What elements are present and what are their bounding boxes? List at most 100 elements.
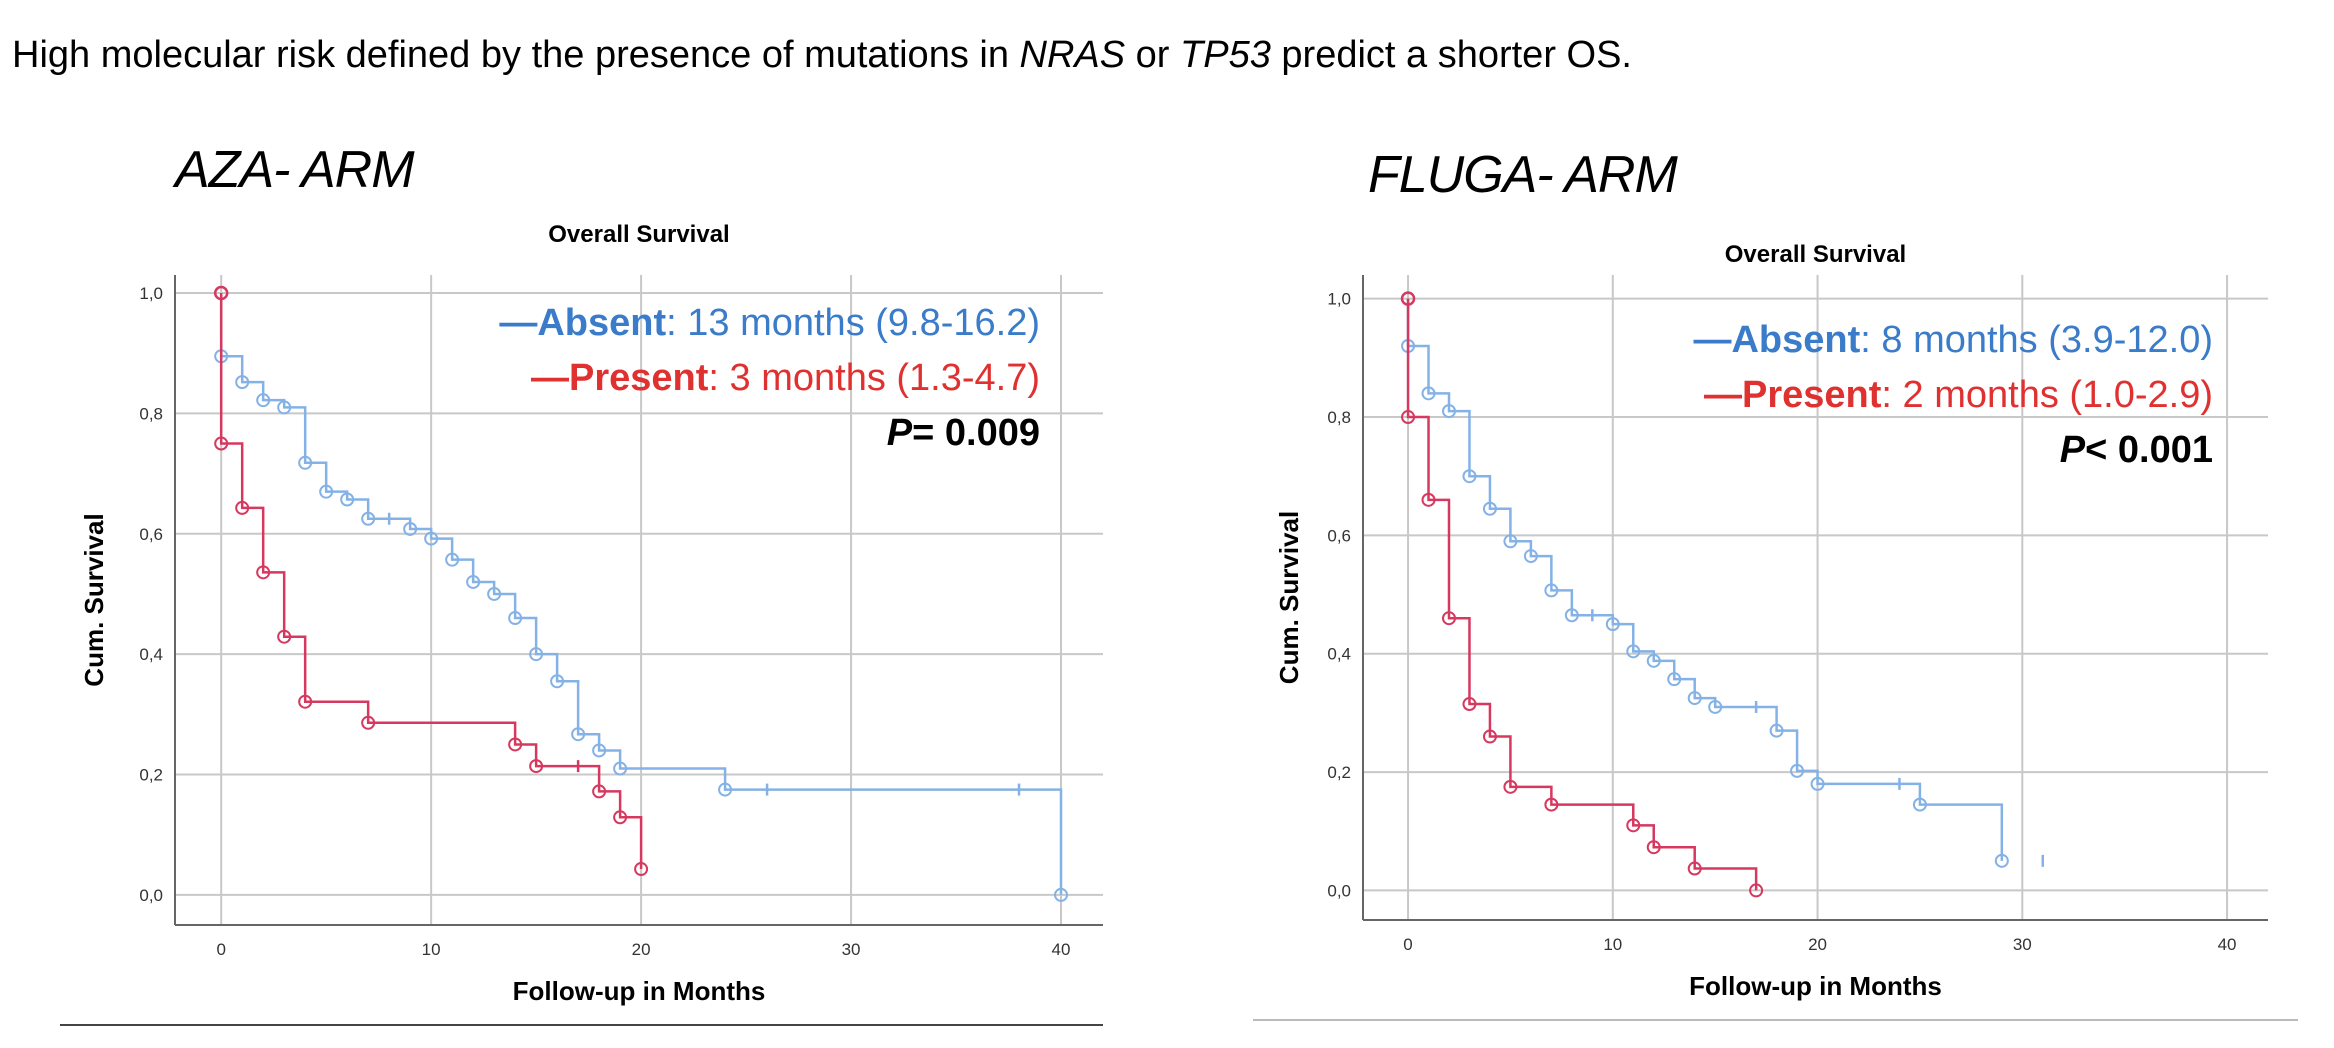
aza-xtick-label-3: 30 — [842, 940, 861, 959]
fluga-absent-event-point-5 — [1503, 534, 1518, 549]
fluga-absent-event-point-19 — [1994, 853, 2009, 868]
fluga-present-event-point-10 — [1749, 883, 1764, 898]
fluga-absent-event-point-11 — [1646, 653, 1661, 668]
fluga-absent-event-point-1 — [1421, 386, 1436, 401]
aza-xtick-label-1: 10 — [422, 940, 441, 959]
fluga-p-value-text: < 0.001 — [2085, 429, 2213, 471]
fluga-legend-absent-name: —Absent — [1693, 319, 1860, 361]
aza-present-event-point-2 — [256, 565, 271, 580]
aza-absent-event-point-4 — [298, 455, 313, 470]
aza-absent-event-point-19 — [718, 782, 733, 797]
aza-present-event-point-7 — [529, 759, 544, 774]
headline-part3: predict a shorter OS. — [1270, 34, 1632, 76]
fluga-absent-event-point-8 — [1564, 608, 1579, 623]
fluga-absent-event-point-17 — [1810, 776, 1825, 791]
aza-absent-event-point-1 — [235, 375, 250, 390]
fluga-present-event-point-1 — [1421, 492, 1436, 507]
aza-ytick-label-3: 0,6 — [139, 525, 163, 544]
aza-absent-event-point-3 — [277, 400, 292, 415]
fluga-present-event-point-5 — [1503, 779, 1518, 794]
fluga-present-event-point-6 — [1544, 797, 1559, 812]
aza-absent-event-point-11 — [466, 574, 481, 589]
aza-x-axis-label: Follow-up in Months — [513, 976, 766, 1006]
aza-absent-event-point-18 — [613, 761, 628, 776]
fluga-absent-event-point-6 — [1523, 549, 1538, 564]
fluga-present-event-point-9 — [1687, 861, 1702, 876]
aza-legend-present-text: : 3 months (1.3-4.7) — [708, 357, 1040, 399]
fluga-xtick-label-4: 40 — [2218, 935, 2237, 954]
aza-present-event-point-10 — [634, 862, 649, 877]
fluga-absent-event-point-13 — [1687, 691, 1702, 706]
aza-present-event-point-0 — [214, 436, 229, 451]
aza-present-event-point-8 — [592, 784, 607, 799]
aza-p-label: P — [887, 412, 913, 454]
aza-ytick-label-4: 0,8 — [139, 404, 163, 423]
aza-absent-event-point-2 — [256, 393, 271, 408]
fluga-legend-absent: —Absent: 8 months (3.9-12.0) — [1693, 319, 2213, 361]
fluga-present-event-point-4 — [1482, 729, 1497, 744]
aza-ytick-label-5: 1,0 — [139, 284, 163, 303]
aza-ytick-label-2: 0,4 — [139, 645, 163, 664]
fluga-present-event-point-7 — [1626, 818, 1641, 833]
fluga-absent-event-point-16 — [1790, 763, 1805, 778]
aza-legend-absent-name: —Absent — [499, 302, 666, 344]
aza-absent-event-point-17 — [592, 743, 607, 758]
aza-xtick-label-2: 20 — [632, 940, 651, 959]
aza-series-present-line — [219, 293, 643, 870]
fluga-chart-title: Overall Survival — [1725, 241, 1906, 268]
fluga-legend-present-name: —Present — [1704, 374, 1882, 416]
fluga-absent-event-point-10 — [1626, 644, 1641, 659]
headline-part1: High molecular risk defined by the prese… — [12, 34, 1020, 76]
fluga-absent-event-point-3 — [1462, 469, 1477, 484]
aza-series-absent-line — [219, 293, 1063, 895]
fluga-ytick-label-1: 0,2 — [1327, 763, 1351, 782]
aza-present-event-point-4 — [298, 694, 313, 709]
fluga-absent-event-point-9 — [1605, 617, 1620, 632]
fluga-absent-event-point-4 — [1482, 501, 1497, 516]
aza-absent-event-point-9 — [424, 531, 439, 546]
fluga-series-absent-line — [1406, 298, 2004, 861]
fluga-ytick-label-0: 0,0 — [1327, 881, 1351, 900]
fluga-y-axis-label: Cum. Survival — [1274, 511, 1304, 684]
fluga-absent-event-point-14 — [1708, 699, 1723, 714]
aza-start-point — [213, 285, 229, 301]
aza-legend-absent: —Absent: 13 months (9.8-16.2) — [499, 302, 1040, 344]
fluga-ytick-label-4: 0,8 — [1327, 408, 1351, 427]
headline: High molecular risk defined by the prese… — [12, 34, 1632, 77]
fluga-x-axis-label: Follow-up in Months — [1689, 971, 1942, 1001]
aza-absent-event-point-20 — [1054, 887, 1069, 902]
aza-p-value-text: = 0.009 — [912, 412, 1040, 454]
aza-ytick-label-1: 0,2 — [139, 766, 163, 785]
fluga-start-point — [1400, 291, 1416, 306]
fluga-xtick-label-2: 20 — [1808, 935, 1827, 954]
fluga-p-value: P< 0.001 — [2060, 429, 2213, 471]
fluga-p-label: P — [2060, 429, 2086, 471]
aza-legend-present: —Present: 3 months (1.3-4.7) — [531, 357, 1040, 399]
aza-absent-event-point-8 — [403, 521, 418, 536]
fluga-legend-present-text: : 2 months (1.0-2.9) — [1881, 374, 2213, 416]
aza-present-event-point-1 — [235, 500, 250, 515]
fluga-legend-absent-text: : 8 months (3.9-12.0) — [1860, 319, 2213, 361]
aza-present-event-point-5 — [361, 715, 376, 730]
aza-present-event-point-3 — [277, 629, 292, 644]
aza-present-event-point-6 — [508, 737, 523, 752]
aza-absent-event-point-5 — [319, 484, 334, 499]
fluga-absent-event-point-12 — [1667, 672, 1682, 687]
aza-absent-event-point-6 — [340, 492, 355, 507]
aza-absent-event-point-12 — [487, 586, 502, 601]
fluga-present-event-point-0 — [1401, 410, 1416, 425]
aza-chart-title: Overall Survival — [548, 221, 729, 248]
fluga-absent-event-point-18 — [1912, 797, 1927, 812]
fluga-present-event-point-2 — [1441, 611, 1456, 626]
fluga-present-event-point-8 — [1646, 840, 1661, 855]
fluga-absent-event-point-7 — [1544, 583, 1559, 598]
fluga-xtick-label-3: 30 — [2013, 935, 2032, 954]
aza-legend-present-name: —Present — [531, 357, 709, 399]
fluga-absent-event-point-2 — [1441, 404, 1456, 419]
fluga-xtick-label-1: 10 — [1603, 935, 1622, 954]
fluga-legend-present: —Present: 2 months (1.0-2.9) — [1704, 374, 2213, 416]
aza-xtick-label-4: 40 — [1052, 940, 1071, 959]
fluga-series-present-line — [1406, 298, 1758, 891]
aza-ytick-label-0: 0,0 — [139, 886, 163, 905]
